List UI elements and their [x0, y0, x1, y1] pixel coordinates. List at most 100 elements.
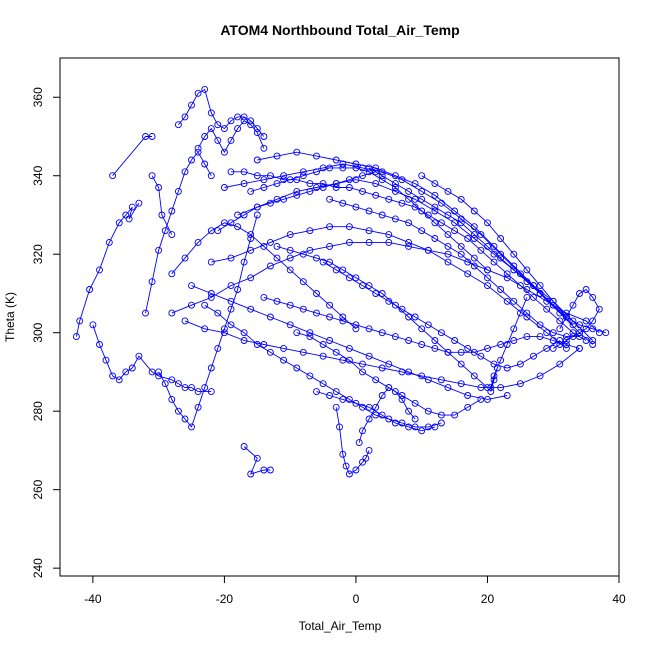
data-point	[405, 187, 413, 195]
data-point	[595, 329, 603, 337]
data-point	[365, 164, 373, 172]
data-point	[497, 250, 505, 258]
data-point	[345, 356, 353, 364]
data-point	[306, 187, 314, 195]
data-point	[155, 184, 163, 191]
data-point	[365, 352, 373, 360]
data-point	[115, 376, 123, 384]
data-point	[589, 337, 597, 344]
data-point	[484, 219, 491, 227]
data-point	[484, 266, 491, 274]
data-point	[220, 184, 228, 191]
data-point	[227, 168, 235, 176]
data-point	[306, 180, 314, 188]
x-axis-label: Total_Air_Temp	[299, 619, 382, 633]
data-point	[181, 384, 189, 392]
data-point	[431, 203, 439, 211]
data-point	[280, 176, 288, 184]
data-point	[365, 207, 373, 215]
data-point	[497, 356, 505, 364]
data-point	[497, 254, 505, 262]
x-tick-label: 40	[612, 592, 626, 606]
data-point	[562, 313, 570, 321]
data-point	[411, 399, 419, 407]
series-13	[188, 282, 511, 403]
data-point	[155, 246, 163, 254]
data-point	[227, 136, 235, 144]
data-point	[444, 231, 452, 239]
data-point	[549, 344, 557, 352]
y-tick-label: 260	[31, 479, 45, 499]
data-point	[359, 172, 366, 180]
series-line	[217, 171, 376, 232]
data-point	[576, 290, 583, 297]
data-point	[109, 172, 117, 180]
data-point	[342, 462, 350, 470]
series-22	[273, 242, 491, 392]
data-point	[286, 246, 294, 254]
data-point	[536, 282, 544, 290]
data-point	[247, 117, 255, 125]
data-point	[405, 238, 413, 246]
data-point	[148, 133, 156, 140]
y-axis-label: Theta (K)	[3, 292, 17, 342]
data-point	[589, 293, 597, 301]
data-point	[240, 113, 248, 121]
data-point	[424, 407, 432, 415]
data-point	[418, 187, 426, 195]
data-point	[503, 364, 511, 372]
data-point	[194, 403, 202, 411]
data-point	[227, 297, 235, 305]
data-point	[240, 337, 248, 344]
data-point	[484, 242, 491, 250]
data-point	[523, 286, 531, 293]
data-point	[365, 325, 373, 333]
data-point	[503, 274, 511, 282]
data-point	[207, 293, 215, 301]
data-point	[227, 117, 235, 125]
data-point	[240, 168, 248, 176]
data-point	[332, 348, 340, 356]
data-point	[128, 364, 136, 372]
data-point	[352, 325, 360, 333]
data-point	[484, 395, 491, 403]
data-point	[490, 376, 498, 384]
data-point	[214, 309, 222, 317]
data-point	[418, 427, 426, 435]
series-line	[243, 446, 271, 475]
data-point	[158, 211, 166, 219]
series-line	[171, 222, 357, 330]
data-point	[536, 372, 544, 380]
series-line	[178, 88, 265, 137]
data-point	[451, 337, 459, 344]
data-point	[253, 211, 261, 219]
data-point	[332, 266, 340, 274]
data-point	[391, 184, 399, 191]
data-point	[457, 360, 465, 368]
data-point	[227, 282, 235, 290]
data-point	[405, 219, 413, 227]
data-point	[391, 419, 399, 427]
data-point	[510, 297, 518, 305]
data-point	[326, 301, 334, 309]
data-point	[418, 195, 426, 203]
data-point	[352, 321, 360, 329]
data-point	[214, 136, 222, 144]
data-point	[148, 172, 156, 180]
data-point	[128, 203, 136, 211]
data-point	[201, 301, 209, 309]
data-point	[437, 329, 445, 337]
data-point	[273, 195, 281, 203]
data-point	[220, 329, 228, 337]
data-point	[424, 211, 432, 219]
data-point	[313, 388, 320, 396]
data-point	[490, 258, 498, 266]
data-point	[569, 333, 577, 341]
data-point	[444, 242, 452, 250]
data-point	[385, 195, 393, 203]
data-point	[345, 238, 353, 246]
data-point	[280, 172, 288, 180]
data-point	[247, 231, 255, 239]
data-point	[260, 176, 268, 184]
data-point	[332, 180, 340, 188]
